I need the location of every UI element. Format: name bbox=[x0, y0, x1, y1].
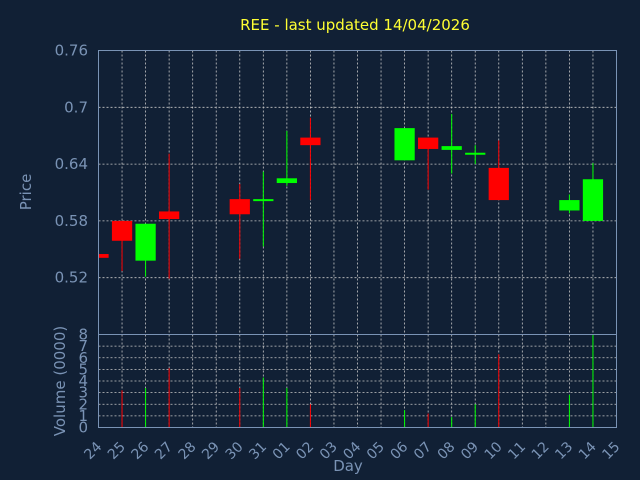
volume-tick-label: 1 bbox=[78, 407, 88, 425]
day-tick-label: 30 bbox=[223, 439, 247, 463]
volume-tick-label: 5 bbox=[78, 360, 88, 378]
volume-plot-frame bbox=[98, 334, 617, 428]
day-tick-label: 28 bbox=[176, 439, 200, 463]
candle-body-24 bbox=[98, 254, 109, 258]
volume-tick-label: 2 bbox=[78, 395, 88, 413]
volume-tick-label: 7 bbox=[78, 337, 88, 355]
candle-body-30 bbox=[229, 199, 250, 215]
price-tick-label: 0.58 bbox=[55, 212, 88, 230]
day-tick-label: 12 bbox=[529, 439, 553, 463]
price-tick-label: 0.64 bbox=[55, 155, 88, 173]
price-tick-labels: 0.52 0.58 0.64 0.7 0.76 bbox=[55, 42, 88, 287]
day-tick-label: 31 bbox=[246, 439, 270, 463]
candle-body-10 bbox=[488, 167, 509, 201]
day-tick-label: 13 bbox=[552, 439, 576, 463]
day-tick-label: 08 bbox=[435, 439, 459, 463]
day-tick-label: 25 bbox=[105, 439, 129, 463]
price-tick-label: 0.76 bbox=[55, 42, 88, 60]
candle-body-01 bbox=[276, 178, 297, 184]
candle-body-06 bbox=[394, 128, 415, 161]
day-tick-label: 05 bbox=[364, 439, 388, 463]
day-tick-label: 01 bbox=[270, 439, 294, 463]
day-axis-label: Day bbox=[333, 457, 363, 475]
day-tick-label: 15 bbox=[599, 439, 623, 463]
candle-body-14 bbox=[582, 179, 604, 221]
volume-tick-label: 3 bbox=[78, 384, 88, 402]
day-tick-label: 26 bbox=[128, 439, 152, 463]
volume-axis-label: Volume (0000) bbox=[51, 326, 69, 436]
day-tick-label: 11 bbox=[505, 439, 529, 463]
price-axis-label: Price bbox=[17, 174, 35, 211]
volume-tick-label: 0 bbox=[78, 419, 88, 437]
volume-tick-label: 8 bbox=[78, 326, 88, 344]
day-tick-label: 10 bbox=[482, 439, 506, 463]
volume-tick-label: 4 bbox=[78, 372, 88, 390]
price-grid bbox=[98, 50, 617, 335]
day-tick-label: 02 bbox=[293, 439, 317, 463]
candle-body-07 bbox=[418, 137, 439, 149]
volume-tick-label: 6 bbox=[78, 349, 88, 367]
chart-title: REE - last updated 14/04/2026 bbox=[240, 16, 470, 34]
price-tick-label: 0.52 bbox=[55, 269, 88, 287]
day-tick-label: 27 bbox=[152, 439, 176, 463]
candle-body-26 bbox=[135, 223, 156, 261]
candle-body-27 bbox=[159, 211, 180, 220]
candle-body-25 bbox=[111, 220, 133, 241]
candle-body-08 bbox=[441, 146, 462, 150]
day-tick-label: 29 bbox=[199, 439, 223, 463]
day-tick-label: 07 bbox=[411, 439, 435, 463]
price-tick-label: 0.7 bbox=[64, 98, 88, 116]
volume-bars bbox=[121, 334, 594, 428]
day-tick-label: 24 bbox=[81, 439, 105, 463]
volume-grid bbox=[98, 334, 617, 428]
day-tick-label: 09 bbox=[458, 439, 482, 463]
candle-body-02 bbox=[300, 137, 321, 146]
candle-body-09 bbox=[465, 152, 486, 155]
candlesticks bbox=[98, 113, 604, 279]
candle-body-13 bbox=[559, 200, 580, 211]
day-tick-label: 06 bbox=[387, 439, 411, 463]
day-tick-labels: 24 25 26 27 28 29 30 31 01 02 03 04 05 06 07 08 09 10 11 12… bbox=[81, 439, 623, 463]
candle-body-31 bbox=[253, 199, 274, 202]
day-tick-label: 14 bbox=[576, 439, 600, 463]
